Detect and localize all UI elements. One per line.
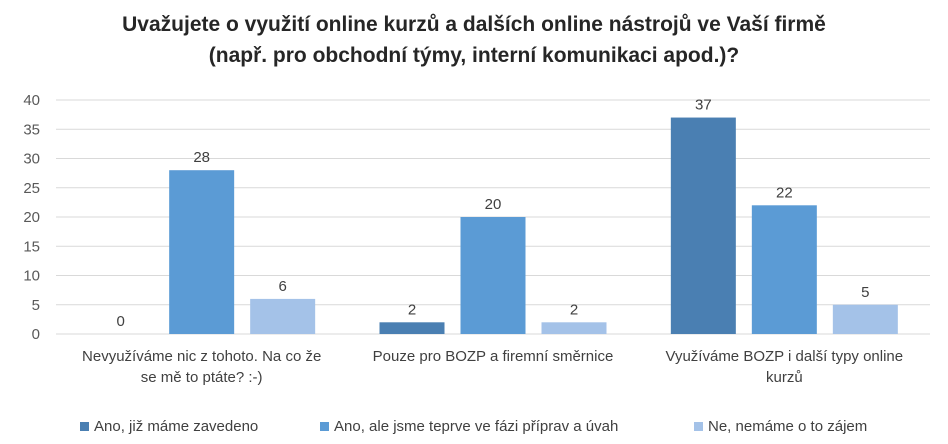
bar [670,117,736,334]
y-tick-label: 40 [23,92,40,109]
legend-swatch [80,422,89,431]
chart-subtitle: (např. pro obchodní týmy, interní komuni… [209,44,739,67]
data-label: 28 [193,149,210,166]
bar [460,217,526,334]
data-label: 22 [776,184,793,201]
category-label: Pouze pro BOZP a firemní směrnice [373,348,614,365]
bar [832,304,898,334]
legend-label: Ano, již máme zavedeno [94,418,258,435]
data-label: 0 [116,313,124,330]
y-tick-label: 0 [32,326,40,343]
bar [250,298,316,334]
legend-swatch [320,422,329,431]
legend: Ano, již máme zavedeno Ano, ale jsme tepr… [80,418,867,435]
data-labels: 0 28 6 2 20 2 37 22 5 [116,97,869,330]
legend-swatch [694,422,703,431]
y-tick-label: 10 [23,268,40,285]
data-label: 5 [861,284,869,301]
y-tick-label: 15 [23,238,40,255]
y-tick-label: 5 [32,297,40,314]
category-label: Nevyužíváme nic z tohoto. Na co že [82,348,321,365]
category-label: Využíváme BOZP i další typy online [666,348,904,365]
y-tick-label: 25 [23,180,40,197]
data-label: 20 [485,196,502,213]
data-label: 6 [278,278,286,295]
y-axis-ticks: 0 5 10 15 20 25 30 35 40 [23,92,40,343]
data-label: 37 [695,97,712,114]
bars [169,117,898,334]
data-label: 2 [570,301,578,318]
data-label: 2 [408,301,416,318]
y-tick-label: 20 [23,209,40,226]
legend-label: Ne, nemáme o to zájem [708,418,867,435]
legend-label: Ano, ale jsme teprve ve fázi příprav a ú… [334,418,618,435]
category-label: se mě to ptáte? :-) [141,369,263,386]
y-tick-label: 35 [23,121,40,138]
bar [379,322,445,334]
y-tick-label: 30 [23,151,40,168]
category-label: kurzů [766,369,803,386]
bar [169,170,235,334]
bar [541,322,607,334]
chart-title: Uvažujete o využití online kurzů a další… [122,13,826,36]
category-labels: Nevyužíváme nic z tohoto. Na co že se mě … [82,348,903,386]
bar [751,205,817,334]
